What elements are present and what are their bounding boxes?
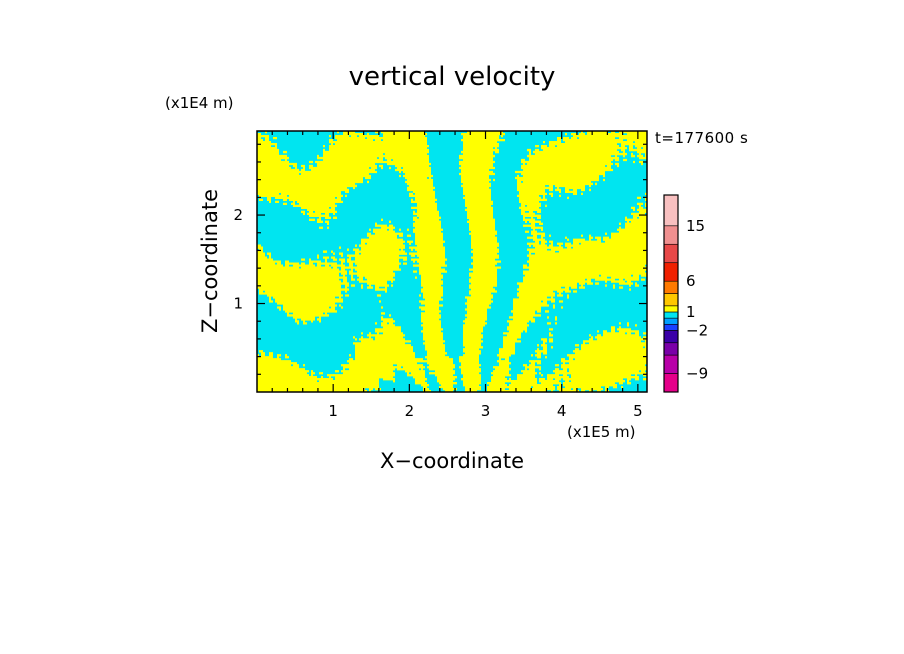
colorbar-tick-label: −2: [686, 321, 708, 339]
y-tick-label: 1: [233, 295, 243, 313]
time-label: t=177600 s: [655, 129, 748, 147]
plot-area: [256, 130, 648, 393]
colorbar-segment: [663, 262, 679, 282]
plot-frame: [256, 130, 648, 393]
colorbar-tick-label: 6: [686, 272, 696, 290]
x-unit-label: (x1E5 m): [567, 423, 636, 441]
colorbar-segment: [663, 354, 679, 374]
colorbar-segment: [663, 243, 679, 264]
x-tick-label: 1: [328, 402, 338, 420]
chart-title: vertical velocity: [349, 62, 556, 92]
colorbar-segment: [663, 323, 679, 331]
colorbar: −9 −21 6 15: [663, 194, 708, 393]
colorbar-segment: [663, 330, 679, 344]
colorbar-segment: [663, 342, 679, 356]
y-tick-labels: 12: [233, 206, 243, 312]
colorbar-segment: [663, 311, 679, 319]
colorbar-tick-label: −9: [686, 365, 708, 383]
x-tick-label: 4: [557, 402, 567, 420]
x-axis-label: X−coordinate: [380, 449, 524, 473]
colorbar-segment: [663, 317, 679, 325]
colorbar-segment: [663, 280, 679, 294]
axis-ticks: [257, 131, 647, 392]
y-axis-label: Z−coordinate: [198, 189, 222, 333]
colorbar-segment: [663, 373, 679, 393]
colorbar-segment: [663, 225, 679, 245]
x-tick-label: 5: [633, 402, 643, 420]
colorbar-segment: [663, 194, 679, 227]
colorbar-tick-label: 15: [686, 217, 705, 235]
colorbar-segment: [663, 293, 679, 307]
contour-field: [257, 131, 647, 392]
colorbar-frame: [663, 194, 679, 393]
x-tick-label: 2: [405, 402, 415, 420]
x-tick-labels: 1 2 3 4 5: [328, 402, 642, 420]
y-unit-label: (x1E4 m): [165, 94, 234, 112]
colorbar-tick-label: 1: [686, 303, 696, 321]
x-tick-label: 3: [481, 402, 491, 420]
y-tick-label: 2: [233, 206, 243, 224]
colorbar-segment: [663, 305, 679, 313]
positive-velocity-region: [257, 131, 647, 392]
